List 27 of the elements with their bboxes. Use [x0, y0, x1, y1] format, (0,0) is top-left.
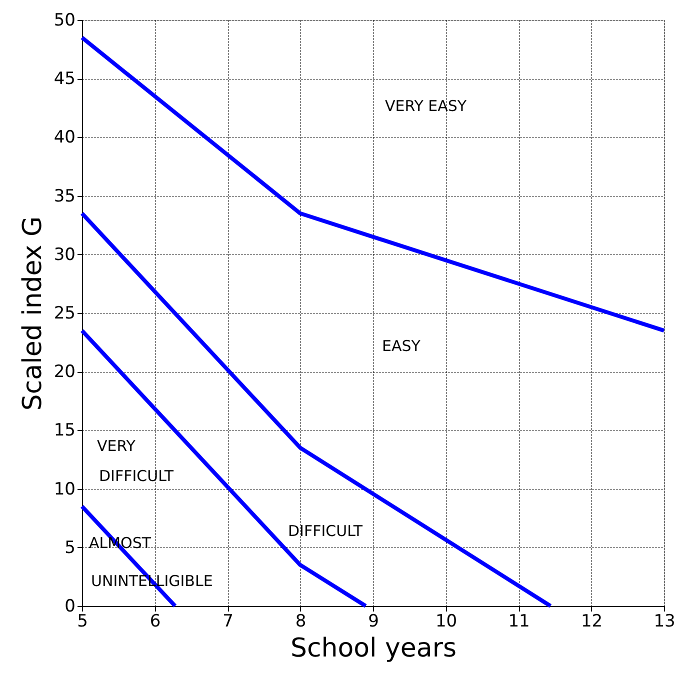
x-tick-label: 10	[435, 612, 458, 632]
annotation: DIFFICULT	[288, 522, 364, 540]
annotation: VERY	[97, 437, 136, 455]
y-tick-label: 0	[64, 596, 76, 616]
y-tick-label: 50	[54, 10, 76, 30]
x-tick-label: 5	[77, 612, 88, 632]
annotation: VERY EASY	[385, 97, 468, 115]
x-tick-label: 6	[150, 612, 161, 632]
y-tick-label: 35	[54, 186, 76, 206]
x-tick-label: 13	[654, 612, 676, 632]
y-axis-title: Scaled index G	[18, 216, 48, 411]
y-tick-label: 20	[54, 362, 76, 382]
x-tick-label: 9	[368, 612, 379, 632]
x-tick-label: 11	[508, 612, 530, 632]
y-tick-label: 40	[54, 128, 76, 148]
y-tick-label: 45	[54, 69, 76, 90]
x-tick-label: 7	[222, 612, 234, 632]
annotation: EASY	[382, 337, 422, 355]
y-tick-label: 25	[54, 304, 76, 324]
x-axis-title: School years	[290, 634, 457, 664]
y-tick-label: 5	[64, 538, 76, 558]
y-tick-label: 15	[54, 420, 76, 441]
y-tick-label: 10	[54, 479, 76, 500]
x-tick-label: 8	[295, 612, 306, 632]
y-tick-label: 30	[54, 244, 76, 265]
x-tick-label: 12	[580, 612, 603, 632]
annotation: DIFFICULT	[99, 467, 174, 485]
